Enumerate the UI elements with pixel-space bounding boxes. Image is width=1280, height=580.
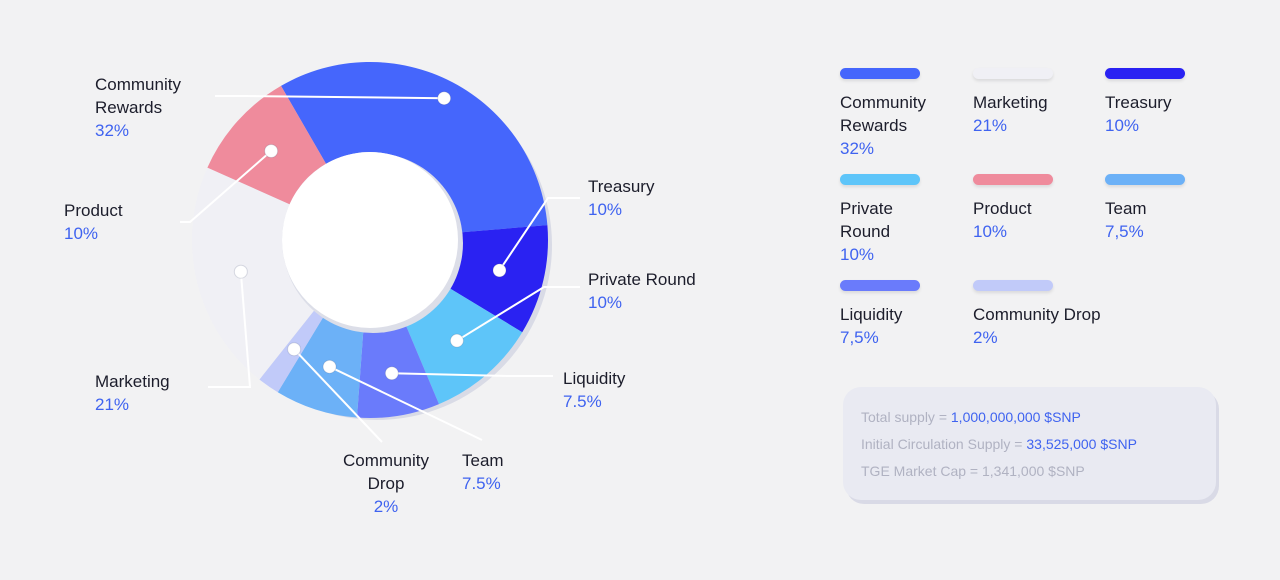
callout-label: Product xyxy=(64,201,123,220)
legend-item-community-drop: Community Drop 2% xyxy=(973,280,1103,349)
donut-hole xyxy=(282,152,458,328)
legend-percent: 10% xyxy=(973,222,1008,241)
tge-market-cap-value: 1,341,000 $SNP xyxy=(981,463,1085,479)
legend-swatch xyxy=(973,68,1053,79)
legend-swatch xyxy=(973,280,1053,291)
legend-label-line: Team xyxy=(1105,199,1147,218)
legend-percent: 10% xyxy=(840,245,875,264)
supply-info-box: Total supply = 1,000,000,000 $SNP Initia… xyxy=(843,387,1216,500)
legend-swatch xyxy=(840,174,920,185)
slice-product xyxy=(207,85,326,205)
leader-dot-community-rewards xyxy=(437,91,452,106)
legend-label: Community Drop xyxy=(973,303,1103,326)
tge-market-cap: TGE Market Cap = 1,341,000 $SNP xyxy=(861,463,1085,479)
total-supply: Total supply = 1,000,000,000 $SNP xyxy=(861,409,1081,425)
legend-label-line: Rewards xyxy=(840,116,908,135)
callout-percent: 21% xyxy=(95,395,129,414)
leader-line-private-round xyxy=(456,286,580,342)
legend-label: Private Round xyxy=(840,197,970,243)
legend-item-liquidity: Liquidity 7,5% xyxy=(840,280,970,349)
legend-label: Product xyxy=(973,197,1103,220)
callout-label: Marketing xyxy=(95,372,170,391)
legend-percent: 2% xyxy=(973,328,998,347)
legend-label: Marketing xyxy=(973,91,1103,114)
legend-percent: 10% xyxy=(1105,116,1140,135)
callout-label: Liquidity xyxy=(563,369,626,388)
legend-percent: 32% xyxy=(840,139,875,158)
legend-label: Treasury xyxy=(1105,91,1235,114)
callout-label: Community xyxy=(95,75,181,94)
legend-swatch xyxy=(1105,68,1185,79)
leader-line-community-drop xyxy=(293,348,383,443)
leader-dot-private-round xyxy=(449,333,464,348)
legend-swatch xyxy=(840,280,920,291)
callout-label: Treasury xyxy=(588,177,655,196)
leader-dot-marketing xyxy=(233,264,248,279)
legend-percent: 7,5% xyxy=(840,328,879,347)
callout-label: Drop xyxy=(368,474,405,493)
legend-label-line: Treasury xyxy=(1105,93,1172,112)
leader-line-community-rewards xyxy=(215,95,445,100)
leader-dot-treasury xyxy=(492,263,507,278)
callout-percent: 10% xyxy=(64,224,98,243)
legend-label-line: Product xyxy=(973,199,1032,218)
legend-item-treasury: Treasury 10% xyxy=(1105,68,1235,137)
slice-liquidity xyxy=(356,321,439,418)
legend-label-line: Community Drop xyxy=(973,305,1101,324)
leader-line-liquidity xyxy=(391,372,553,377)
legend-item-community-rewards: Community Rewards 32% xyxy=(840,68,970,160)
legend-label: Team xyxy=(1105,197,1235,220)
callout-label: Team xyxy=(462,451,504,470)
legend-label-line: Round xyxy=(840,222,891,241)
callout-percent: 10% xyxy=(588,293,622,312)
legend-swatch xyxy=(1105,174,1185,185)
legend-label: Liquidity xyxy=(840,303,970,326)
legend-item-marketing: Marketing 21% xyxy=(973,68,1103,137)
callout-percent: 10% xyxy=(588,200,622,219)
callout-label: Rewards xyxy=(95,98,162,117)
leader-line-marketing xyxy=(208,271,252,388)
legend-label: Community Rewards xyxy=(840,91,970,137)
slice-treasury xyxy=(445,225,548,333)
legend-item-team: Team 7,5% xyxy=(1105,174,1235,243)
leader-line-product xyxy=(180,150,272,223)
legend-label-line: Community xyxy=(840,93,926,112)
callout-percent: 32% xyxy=(95,121,129,140)
leader-line-team xyxy=(329,365,483,441)
initial-circulation-supply: Initial Circulation Supply = 33,525,000 … xyxy=(861,436,1137,452)
leader-line-treasury xyxy=(498,197,580,271)
callout-percent: 7.5% xyxy=(462,474,501,493)
legend-label-line: Liquidity xyxy=(840,305,903,324)
slice-community-rewards xyxy=(281,61,548,233)
slice-team xyxy=(277,315,364,418)
leader-dot-community-drop xyxy=(287,342,302,357)
initial-circulation-value: 33,525,000 $SNP xyxy=(1026,436,1137,452)
legend-item-product: Product 10% xyxy=(973,174,1103,243)
leader-dot-product xyxy=(264,144,279,159)
slice-marketing xyxy=(192,167,316,380)
legend-swatch xyxy=(973,174,1053,185)
legend-percent: 21% xyxy=(973,116,1008,135)
legend-swatch xyxy=(840,68,920,79)
callout-label: Private Round xyxy=(588,270,696,289)
legend-label-line: Private xyxy=(840,199,893,218)
callout-percent: 7.5% xyxy=(563,392,602,411)
leader-dot-team xyxy=(322,359,337,374)
callout-percent: 2% xyxy=(374,497,399,516)
total-supply-value: 1,000,000,000 $SNP xyxy=(950,409,1081,425)
callout-label: Community xyxy=(343,451,429,470)
leader-dot-liquidity xyxy=(384,366,399,381)
legend-percent: 7,5% xyxy=(1105,222,1144,241)
legend-label-line: Marketing xyxy=(973,93,1048,112)
legend-item-private-round: Private Round 10% xyxy=(840,174,970,266)
